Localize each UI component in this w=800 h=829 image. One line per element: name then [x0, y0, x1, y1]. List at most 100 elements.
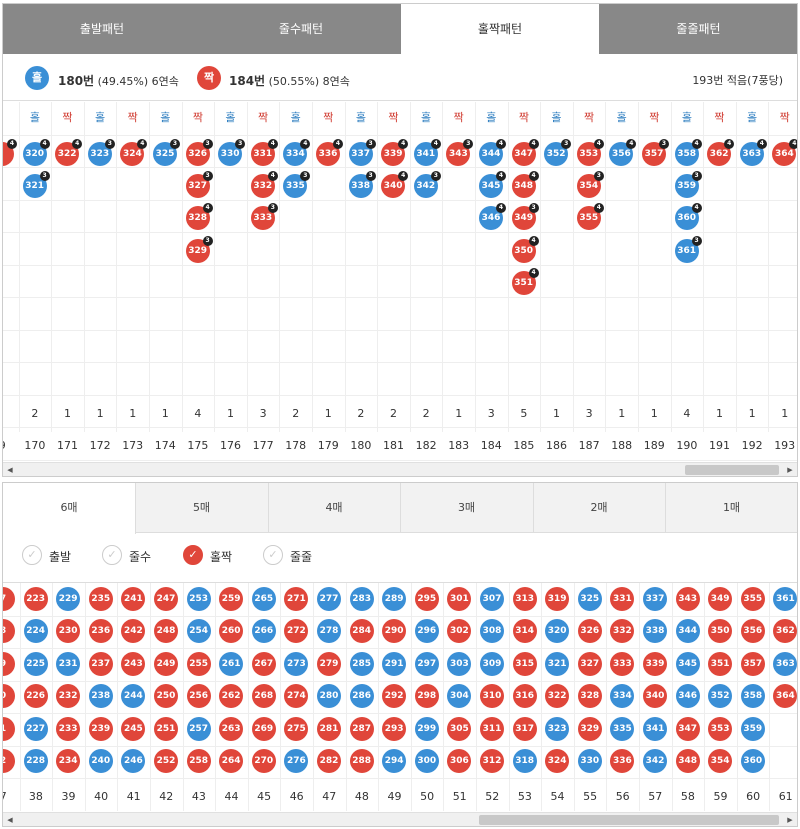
grid-line — [116, 102, 118, 432]
ball-number: 326 — [188, 149, 207, 159]
line-badge: 3 — [300, 171, 311, 182]
sheet-tab-4[interactable]: 2매 — [533, 483, 666, 533]
even-count: 184번 — [229, 74, 266, 88]
sheet-scrollbar[interactable]: ◀ ▶ — [3, 812, 797, 826]
grid-line — [19, 583, 21, 811]
result-ball: 2 — [3, 749, 15, 773]
option-check-icon[interactable]: ✓ — [22, 545, 42, 565]
option-check-icon[interactable]: ✓ — [183, 545, 203, 565]
line-badge: 3 — [463, 139, 474, 149]
option-label[interactable]: 줄줄 — [290, 550, 313, 564]
result-ball: 321 — [545, 651, 570, 676]
column-header: 짝 — [258, 111, 269, 124]
ball-number: 335 — [285, 181, 305, 192]
run-count: 5 — [520, 407, 528, 420]
round-number: 9 — [3, 430, 19, 462]
result-ball: 278 — [317, 619, 341, 644]
ball-number: 358 — [677, 149, 696, 159]
result-ball: 283 — [349, 587, 374, 611]
result-ball: 323 — [545, 716, 570, 741]
ball-number: 360 — [677, 213, 696, 224]
option-check-icon[interactable]: ✓ — [263, 545, 283, 565]
tab-2[interactable]: 홀짝패턴 — [401, 4, 599, 55]
line-badge: 3 — [202, 171, 213, 182]
option-label[interactable]: 줄수 — [129, 550, 152, 564]
column-header: 홀 — [95, 111, 106, 124]
ball-number: 320 — [25, 149, 44, 159]
result-ball: 276 — [284, 749, 309, 773]
run-count: 1 — [161, 407, 169, 420]
pattern-scrollbar[interactable]: ◀ ▶ — [3, 462, 797, 476]
result-ball: 249 — [154, 651, 178, 676]
grid-line — [476, 583, 477, 811]
result-ball: 355 — [740, 587, 765, 611]
odd-detail: (49.45%) 6연속 — [97, 75, 179, 88]
column-header: 짝 — [584, 111, 595, 124]
result-ball: 268 — [251, 684, 276, 709]
result-ball: 261 — [219, 651, 244, 676]
tab-1[interactable]: 줄수패턴 — [278, 22, 324, 36]
result-ball: 225 — [23, 651, 48, 676]
column-header: 홀 — [616, 111, 627, 124]
line-badge: 4 — [626, 139, 637, 149]
sheet-tab-1[interactable]: 5매 — [136, 483, 269, 533]
line-badge: 3 — [430, 171, 441, 182]
result-ball: 275 — [284, 716, 309, 741]
scroll-right-icon[interactable]: ▶ — [787, 816, 793, 824]
run-count: 4 — [194, 407, 202, 420]
sheet-tab-3[interactable]: 3매 — [401, 483, 534, 533]
result-ball: 288 — [349, 749, 374, 773]
pattern-panel: 출발패턴 줄수패턴 홀짝패턴 줄줄패턴 홀 180번 (49.45%) 6연속 짝 1… — [2, 3, 798, 477]
sheet-tab-5[interactable]: 1매 — [666, 483, 798, 533]
result-ball: 290 — [382, 619, 407, 644]
sheet-tab-2[interactable]: 4매 — [268, 483, 401, 533]
sheet-tab-0[interactable]: 6매 — [3, 483, 136, 534]
ball-number: 338 — [351, 181, 370, 192]
scroll-thumb[interactable] — [685, 465, 779, 475]
even-detail: (50.55%) 8연속 — [268, 75, 350, 88]
scroll-thumb[interactable] — [479, 815, 779, 825]
result-ball: 353 — [708, 716, 733, 741]
result-ball: 309 — [480, 651, 504, 676]
grid-line — [117, 583, 119, 811]
scroll-left-icon[interactable]: ◀ — [7, 816, 13, 824]
option-check-icon[interactable]: ✓ — [102, 545, 122, 565]
round-number: 174 — [154, 439, 176, 452]
result-ball: 333 — [610, 651, 635, 676]
result-ball: 240 — [88, 749, 113, 773]
round-number: 53 — [517, 790, 532, 803]
ball-number: 355 — [579, 213, 599, 224]
result-ball: 363 4 — [739, 139, 767, 166]
result-ball: 351 — [708, 651, 733, 676]
result-ball: 356 4 — [609, 139, 637, 166]
ball-number: 348 — [514, 181, 533, 192]
tab-3[interactable]: 줄줄패턴 — [676, 22, 721, 36]
tab-0[interactable]: 출발패턴 — [79, 22, 125, 36]
result-ball: 338 3 — [348, 171, 376, 199]
result-ball: 9 — [3, 651, 15, 676]
round-number: 182 — [415, 439, 437, 452]
line-badge: 4 — [593, 139, 604, 149]
grid-line — [704, 583, 706, 811]
result-ball: 361 3 — [674, 235, 702, 263]
grid-line — [3, 459, 797, 461]
result-ball: 327 — [577, 651, 602, 676]
option-label[interactable]: 출발 — [49, 550, 72, 564]
result-ball: 242 — [121, 619, 146, 644]
option-label[interactable]: 홀짝 — [210, 550, 233, 564]
round-number: 7 — [3, 781, 20, 813]
ball-number: 346 — [481, 213, 501, 224]
scroll-left-icon[interactable]: ◀ — [7, 466, 13, 474]
round-number: 171 — [56, 439, 78, 452]
grid-line — [670, 102, 672, 432]
result-ball: 340 4 — [381, 171, 409, 199]
run-count: 3 — [487, 407, 495, 420]
grid-line — [3, 199, 797, 201]
grid-line — [573, 583, 575, 811]
scroll-right-icon[interactable]: ▶ — [787, 466, 793, 474]
grid-line — [540, 102, 542, 432]
grid-line — [736, 583, 738, 811]
line-badge: 4 — [528, 267, 539, 278]
result-ball: 353 4 — [576, 139, 604, 166]
line-badge: 4 — [724, 139, 735, 149]
